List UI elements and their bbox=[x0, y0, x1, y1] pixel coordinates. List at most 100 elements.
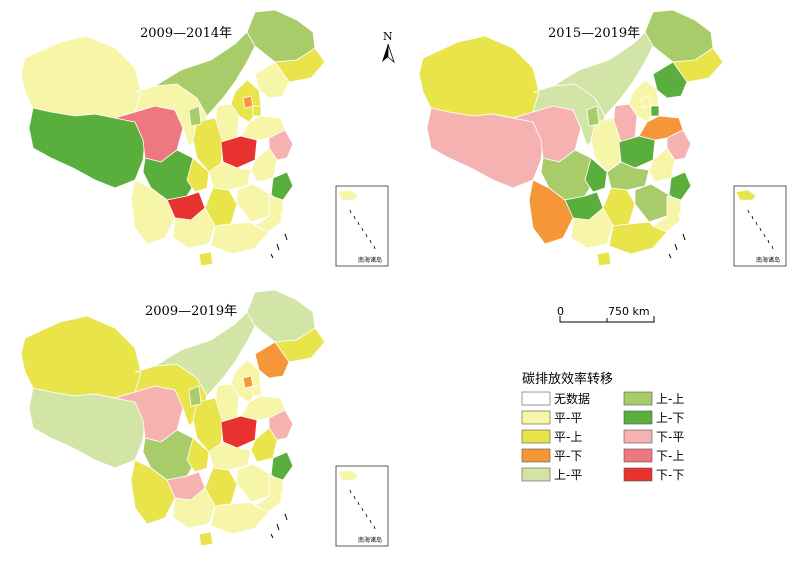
province-jiangsu bbox=[666, 129, 692, 161]
province-chongqing bbox=[186, 157, 210, 193]
legend-swatch-du bbox=[623, 429, 653, 444]
province-tianjin bbox=[252, 385, 262, 397]
province-inner-mongolia bbox=[154, 31, 256, 117]
province-guangxi bbox=[172, 487, 216, 529]
legend-swatch-dd bbox=[623, 467, 653, 482]
province-yunnan bbox=[528, 179, 574, 245]
province-jiangxi bbox=[236, 463, 274, 503]
legend-label-nd: 无数据 bbox=[554, 391, 590, 406]
inset-dash bbox=[353, 495, 356, 500]
boundary-dash bbox=[674, 243, 678, 251]
province-beijing bbox=[242, 95, 254, 109]
map-title: 2009—2019年 bbox=[145, 304, 237, 319]
province-taiwan bbox=[678, 209, 688, 233]
legend-swatch-us bbox=[623, 410, 653, 425]
legend-label-dd: 下-下 bbox=[656, 468, 684, 482]
province-xinjiang bbox=[20, 35, 142, 119]
scale-bar: 0 750 km bbox=[557, 305, 655, 323]
inset-dash bbox=[365, 513, 368, 518]
province-zhejiang bbox=[668, 171, 692, 201]
inset-label: 南海诸岛 bbox=[756, 256, 780, 264]
province-ningxia bbox=[188, 105, 202, 127]
south-china-sea-inset: 南海诸岛 bbox=[335, 185, 389, 267]
inset-coast bbox=[735, 189, 757, 201]
inset-dash bbox=[771, 245, 774, 250]
province-chongqing bbox=[186, 437, 210, 473]
legend-swatch-uu bbox=[623, 391, 653, 406]
inset-dash bbox=[763, 233, 766, 238]
province-layer bbox=[20, 9, 326, 267]
boundary-dash bbox=[668, 253, 672, 259]
legend-label-us: 上-下 bbox=[656, 411, 684, 425]
province-jiangxi bbox=[236, 183, 274, 223]
province-inner-mongolia bbox=[154, 311, 256, 397]
boundary-dash bbox=[276, 523, 280, 531]
legend-swatch-nd bbox=[521, 391, 551, 406]
boundary-dash bbox=[284, 513, 288, 521]
inset-dash bbox=[349, 489, 352, 494]
province-layer bbox=[418, 9, 724, 267]
inset-dash bbox=[373, 525, 376, 530]
province-tibet bbox=[426, 107, 544, 189]
boundary-dash bbox=[270, 253, 274, 259]
province-ningxia bbox=[188, 385, 202, 407]
inset-dash bbox=[373, 245, 376, 250]
map-panel-2015-2019: 2015—2019年 南海诸岛 bbox=[418, 9, 787, 267]
province-guangxi bbox=[172, 207, 216, 249]
south-china-sea-inset: 南海诸岛 bbox=[335, 465, 389, 547]
north-arrow: N bbox=[382, 30, 395, 64]
legend-swatch-pd bbox=[521, 448, 551, 463]
province-layer bbox=[20, 289, 326, 547]
province-beijing bbox=[242, 375, 254, 389]
inset-dash bbox=[369, 519, 372, 524]
inset-dash bbox=[365, 233, 368, 238]
province-heilongjiang bbox=[246, 289, 316, 343]
inset-dash bbox=[353, 215, 356, 220]
legend-label-pd: 平-下 bbox=[554, 449, 582, 463]
inset-dash bbox=[349, 209, 352, 214]
legend-label-pu: 平-上 bbox=[554, 430, 582, 444]
province-inner-mongolia bbox=[552, 31, 654, 117]
legend-swatch-dn bbox=[623, 448, 653, 463]
province-jiangsu bbox=[268, 129, 294, 161]
province-taiwan bbox=[280, 209, 290, 233]
map-panel-2009-2019: 2009—2019年 南海诸岛 bbox=[20, 289, 389, 547]
province-hainan bbox=[198, 251, 214, 267]
province-tibet bbox=[28, 107, 146, 189]
boundary-dash bbox=[682, 233, 686, 241]
inset-dash bbox=[357, 501, 360, 506]
map-title: 2015—2019年 bbox=[548, 26, 640, 41]
map-panel-2009-2014: 2009—2014年 南海诸岛 bbox=[20, 9, 389, 267]
province-yunnan bbox=[130, 459, 176, 525]
north-arrow-icon bbox=[382, 44, 388, 62]
south-china-sea-inset: 南海诸岛 bbox=[733, 185, 787, 267]
inset-dash bbox=[357, 221, 360, 226]
inset-label: 南海诸岛 bbox=[358, 256, 382, 264]
legend-label-uu: 上-上 bbox=[656, 392, 684, 406]
legend-label-dn: 下-上 bbox=[656, 449, 684, 463]
province-zhejiang bbox=[270, 171, 294, 201]
inset-dash bbox=[759, 227, 762, 232]
north-label: N bbox=[383, 30, 393, 43]
legend-label-pp: 平-平 bbox=[554, 411, 582, 425]
province-hainan bbox=[198, 531, 214, 547]
legend-title: 碳排放效率转移 bbox=[522, 371, 613, 387]
map-title: 2009—2014年 bbox=[140, 26, 232, 41]
inset-dash bbox=[767, 239, 770, 244]
inset-dash bbox=[361, 227, 364, 232]
province-yunnan bbox=[130, 179, 176, 245]
province-xinjiang bbox=[418, 35, 540, 119]
inset-dash bbox=[751, 215, 754, 220]
province-jiangxi bbox=[634, 183, 672, 223]
boundary-dash bbox=[284, 233, 288, 241]
inset-dash bbox=[747, 209, 750, 214]
province-heilongjiang bbox=[644, 9, 714, 63]
province-guangdong bbox=[210, 221, 270, 255]
inset-label: 南海诸岛 bbox=[358, 536, 382, 544]
province-chongqing bbox=[584, 157, 608, 193]
province-jiangsu bbox=[268, 409, 294, 441]
inset-dash bbox=[755, 221, 758, 226]
inset-coast bbox=[337, 189, 359, 201]
province-hainan bbox=[596, 251, 612, 267]
